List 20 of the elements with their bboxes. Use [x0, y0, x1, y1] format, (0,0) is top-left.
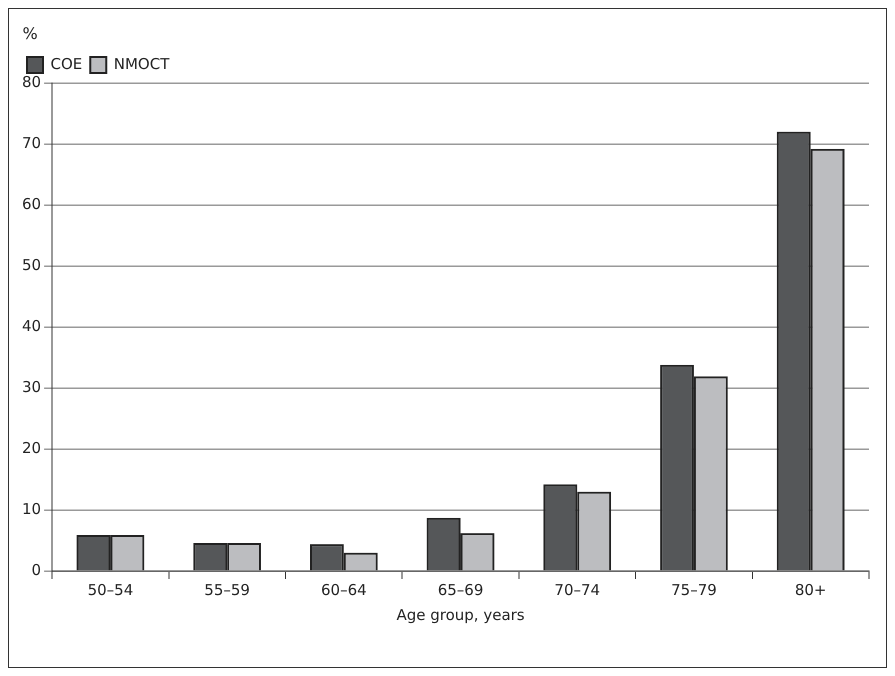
x-tick-label: 75–79	[671, 580, 717, 599]
y-tick-label: 70	[22, 134, 42, 152]
y-tick-label: 20	[22, 438, 42, 457]
legend-label: COE	[50, 54, 82, 73]
x-tick-label: 50–54	[88, 580, 134, 599]
y-tick-label: 0	[32, 560, 42, 579]
x-tick-label: 60–64	[321, 580, 367, 599]
y-tick-label: 30	[22, 378, 42, 396]
y-tick-label: 40	[22, 316, 42, 335]
legend-label: NMOCT	[114, 54, 170, 73]
y-axis-title: %	[22, 24, 38, 44]
y-tick-label: 60	[22, 194, 42, 213]
y-tick-label: 10	[22, 500, 42, 518]
y-tick-label: 50	[22, 256, 42, 274]
x-tick-label: 70–74	[554, 580, 600, 599]
x-tick-label: 55–59	[204, 580, 250, 599]
y-tick-label: 80	[22, 72, 42, 91]
x-tick-label: 80+	[794, 580, 826, 599]
x-tick-label: 65–69	[438, 580, 484, 599]
x-axis-title: Age group, years	[396, 606, 525, 624]
